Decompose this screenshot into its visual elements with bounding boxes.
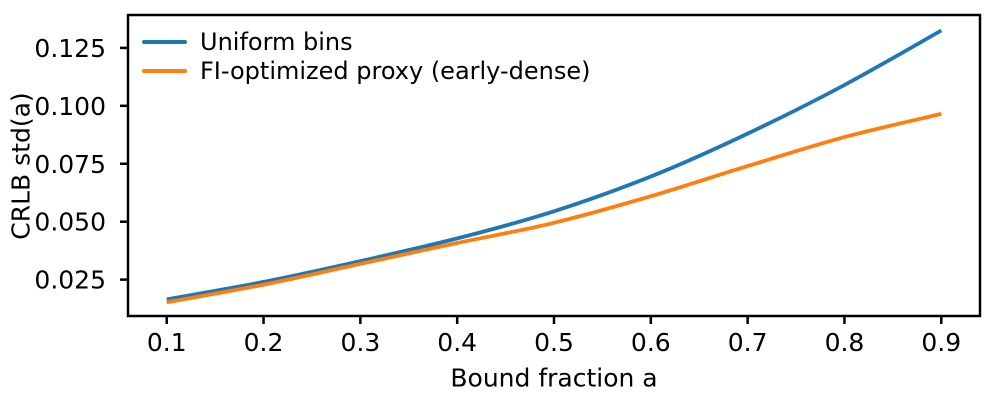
y-axis-label: CRLB std(a) — [6, 92, 36, 240]
legend: Uniform bins FI-optimized proxy (early-d… — [142, 27, 590, 85]
legend-label: FI-optimized proxy (early-dense) — [200, 56, 591, 85]
x-tick-label: 0.5 — [534, 328, 574, 357]
x-axis-label: Bound fraction a — [450, 363, 658, 393]
y-tick-label: 0.100 — [34, 92, 106, 121]
legend-swatch-blue-line — [142, 39, 187, 44]
y-tick-label: 0.125 — [34, 34, 106, 63]
x-tick-label: 0.7 — [728, 328, 768, 357]
y-tick-label: 0.025 — [34, 266, 106, 295]
legend-swatch-orange-line — [142, 68, 187, 73]
x-tick-label: 0.8 — [825, 328, 865, 357]
x-tick-label: 0.6 — [631, 328, 671, 357]
legend-item-uniform-bins: Uniform bins — [142, 27, 590, 56]
y-tick-label: 0.075 — [34, 150, 106, 179]
x-tick-label: 0.2 — [244, 328, 284, 357]
legend-label: Uniform bins — [200, 27, 353, 56]
x-tick-label: 0.3 — [340, 328, 380, 357]
y-tick-label: 0.050 — [34, 208, 106, 237]
curve-fi-optimized-proxy-early-dense — [166, 112, 942, 305]
curve-uniform-bins — [166, 28, 943, 302]
x-tick-label: 0.4 — [437, 328, 477, 357]
legend-item-fi-optimized-proxy: FI-optimized proxy (early-dense) — [142, 56, 590, 85]
x-tick-label: 0.9 — [921, 328, 961, 357]
x-tick-label: 0.1 — [147, 328, 187, 357]
